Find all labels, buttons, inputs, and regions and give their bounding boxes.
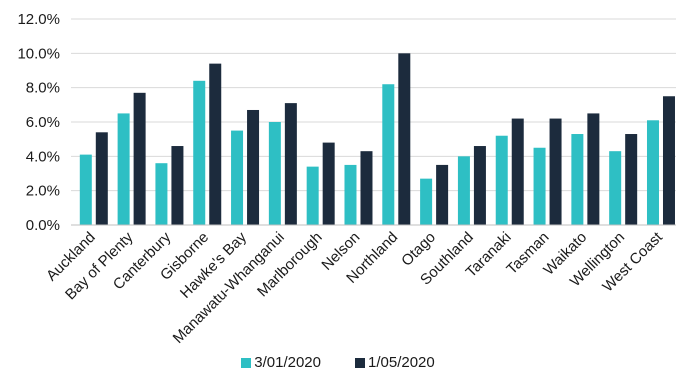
bar-1-canterbury [155,163,168,225]
bar-2-nelson [360,151,373,225]
bar-1-waikato [571,134,584,225]
bar-1-taranaki [495,135,508,225]
bar-1-otago [420,178,433,225]
bar-2-west-coast [662,96,675,225]
bar-2-waikato [587,113,600,225]
bar-2-wellington [625,134,638,225]
bars [79,53,675,226]
bar-1-manawatu-whanganui [268,122,281,225]
bar-2-auckland [95,132,108,225]
bar-2-southland [473,146,486,225]
legend-label-series-2: 1/05/2020 [368,354,435,371]
bar-2-canterbury [171,146,184,225]
y-tick-label: 6.0% [26,114,60,131]
bar-1-marlborough [306,166,319,225]
bar-1-wellington [609,151,622,225]
legend-swatch-series-2 [355,357,365,368]
bar-1-northland [382,84,395,225]
legend-item-series-1: 3/01/2020 [241,354,321,371]
bar-1-auckland [79,154,92,225]
bar-2-northland [398,53,411,226]
bar-2-bay-of-plenty [133,92,146,225]
legend: 3/01/2020 1/05/2020 [0,354,676,371]
bar-2-hawke-s-bay [247,109,260,225]
legend-item-series-2: 1/05/2020 [355,354,435,371]
y-tick-label: 2.0% [26,183,60,200]
bar-1-tasman [533,147,546,225]
bar-2-tasman [549,118,562,225]
legend-swatch-series-1 [241,357,252,368]
bar-1-southland [457,156,470,225]
y-tick-label: 8.0% [26,80,60,97]
bar-2-marlborough [322,142,335,225]
bar-1-west-coast [646,120,659,225]
y-tick-labels: 0.0% 2.0% 4.0% 6.0% 8.0% 10.0% 12.0% [17,11,60,234]
y-tick-label: 0.0% [26,217,60,234]
bar-2-otago [436,164,449,225]
y-tick-label: 4.0% [26,148,60,165]
y-tick-label: 12.0% [17,11,60,28]
legend-label-series-1: 3/01/2020 [254,354,321,371]
bar-1-bay-of-plenty [117,113,130,225]
bar-2-manawatu-whanganui [284,103,297,225]
bar-1-nelson [344,164,357,225]
y-tick-label: 10.0% [17,45,60,62]
bar-2-taranaki [511,118,524,225]
bar-1-hawke-s-bay [231,130,244,225]
bar-2-gisborne [209,63,222,226]
bar-1-gisborne [193,80,206,225]
